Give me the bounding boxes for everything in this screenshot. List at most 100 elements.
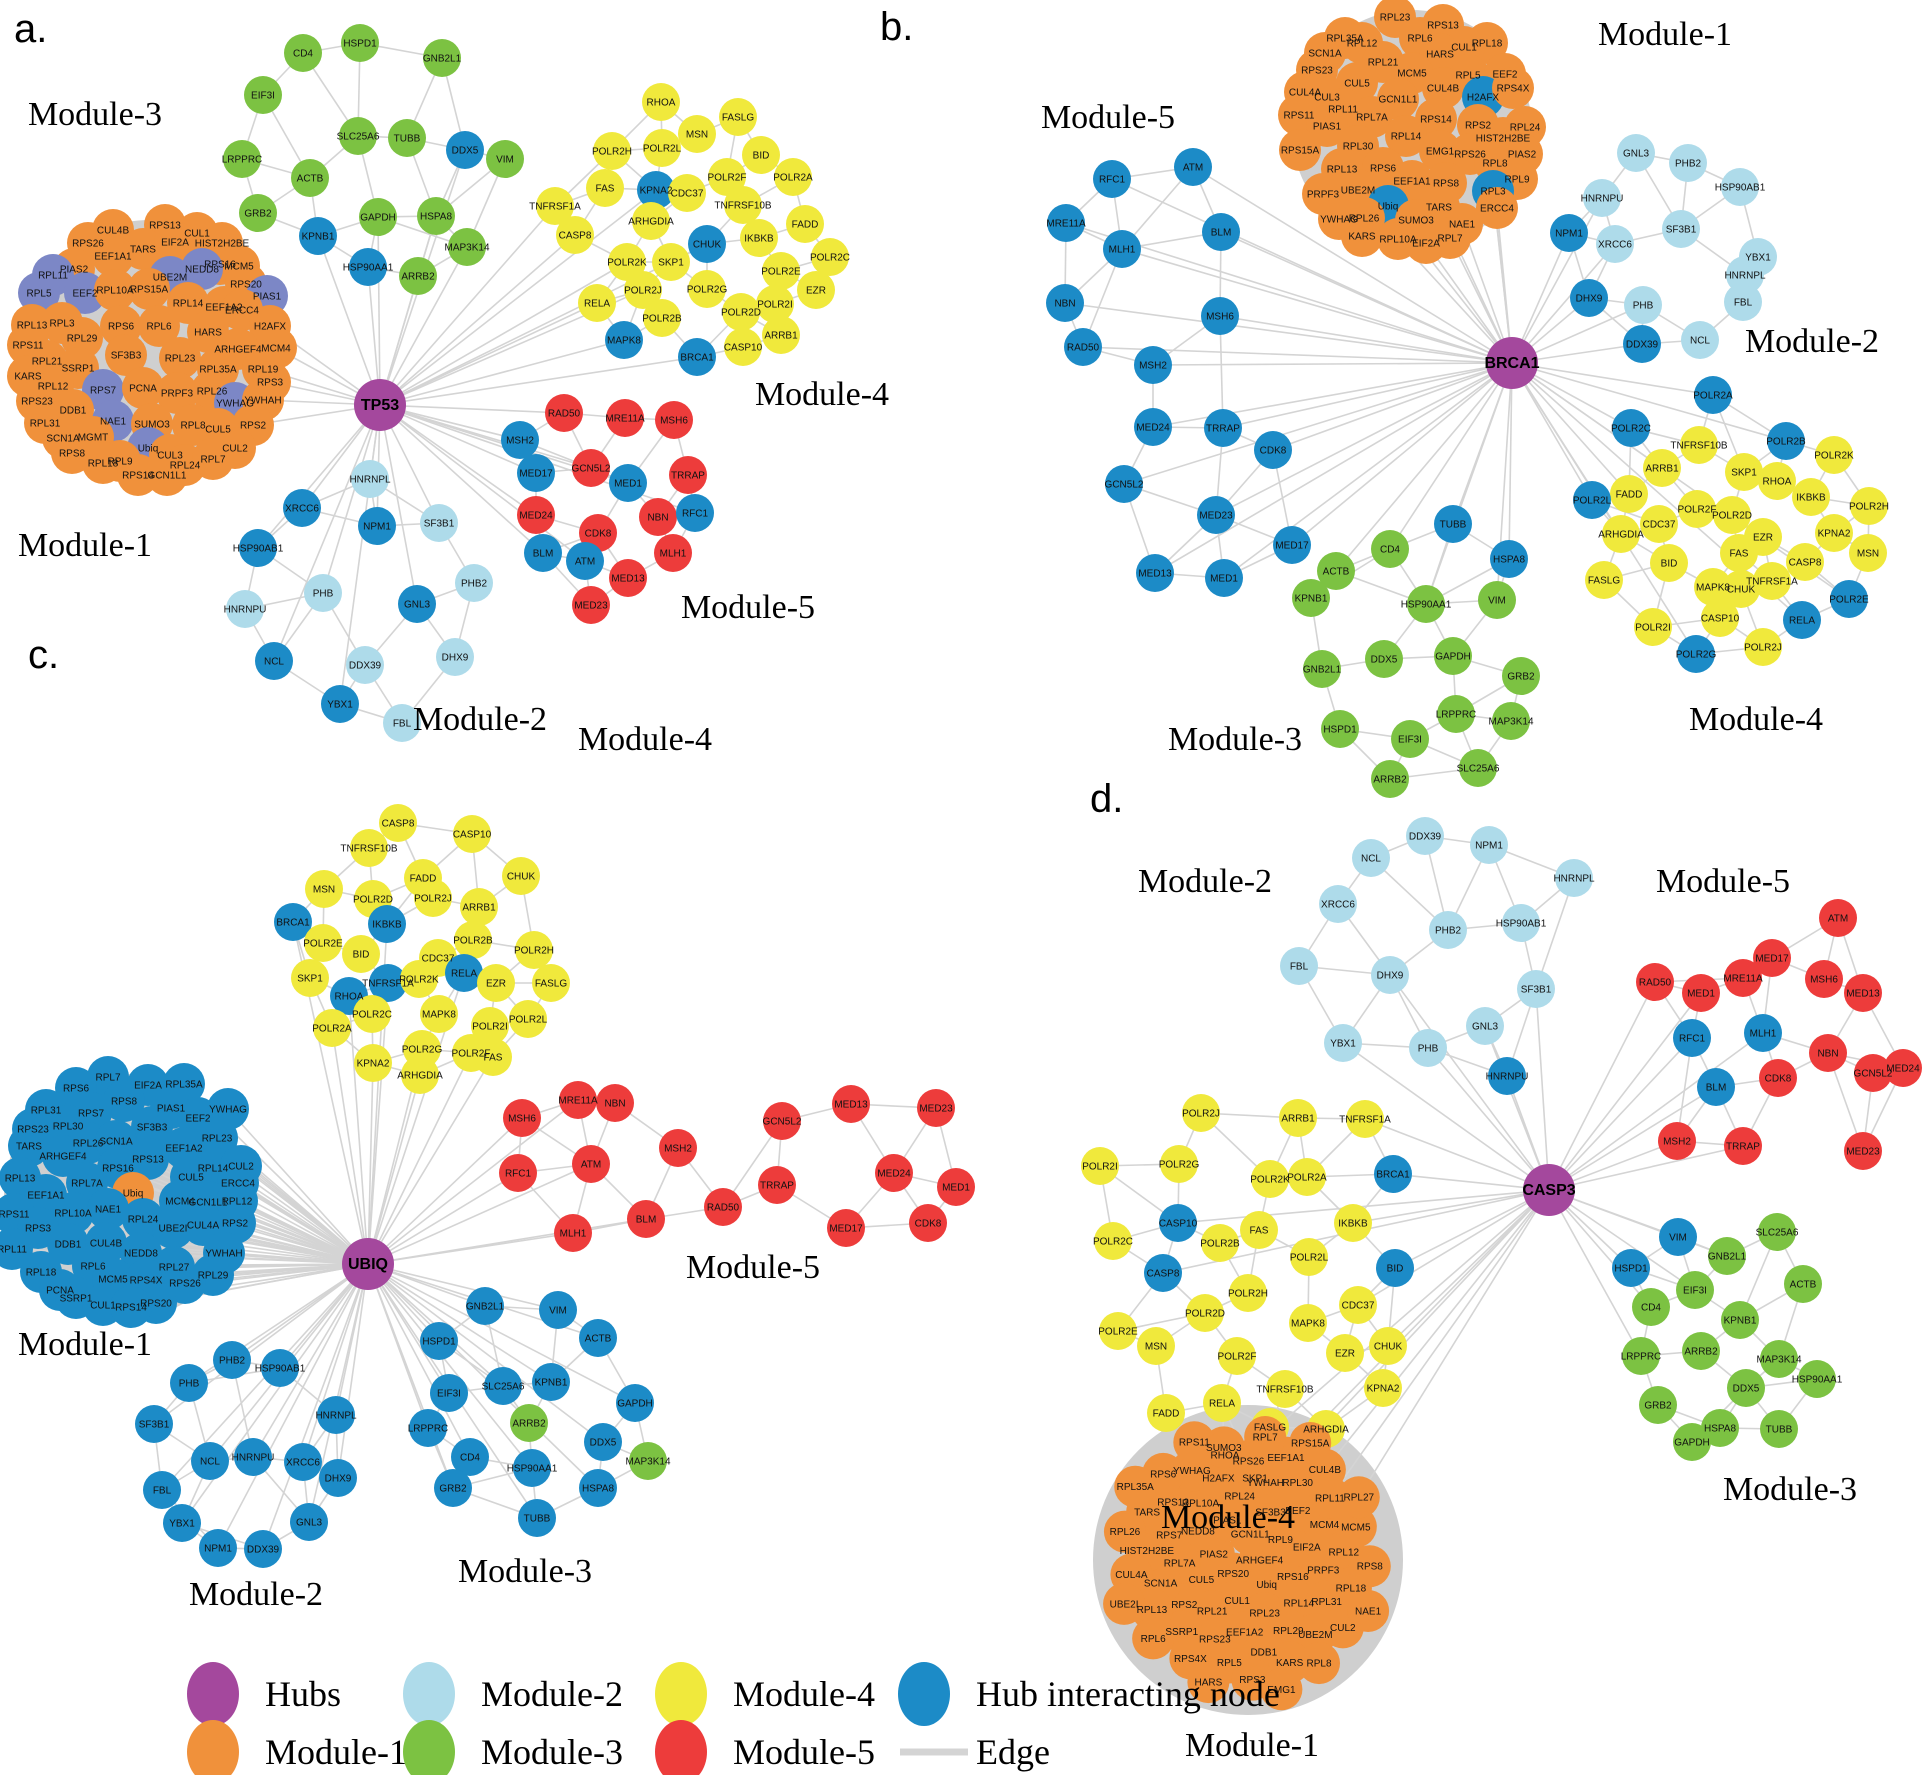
node-MED24 xyxy=(1884,1049,1922,1087)
node-label-RPL27: RPL27 xyxy=(1344,1493,1375,1504)
node-IKBKB xyxy=(740,219,778,257)
node-MED1 xyxy=(1682,974,1720,1012)
node-label-RPL6: RPL6 xyxy=(1141,1634,1166,1645)
node-label-MED17: MED17 xyxy=(1755,954,1789,965)
node-GNB2L1 xyxy=(1708,1237,1746,1275)
node-label-POLR2I: POLR2I xyxy=(1082,1162,1118,1173)
node-label-XRCC6: XRCC6 xyxy=(285,504,319,515)
module-label: Module-5 xyxy=(681,589,815,626)
node-label-SUMO3: SUMO3 xyxy=(1206,1443,1242,1454)
node-label-NPM1: NPM1 xyxy=(204,1544,232,1555)
node-label-RPL18: RPL18 xyxy=(26,1268,57,1279)
node-label-CD4: CD4 xyxy=(460,1453,480,1464)
node-label-RPL14: RPL14 xyxy=(198,1164,229,1175)
node-NPM1 xyxy=(1550,214,1588,252)
node-label-RPS2: RPS2 xyxy=(240,421,267,432)
node-label-CUL1: CUL1 xyxy=(1451,43,1477,54)
edge xyxy=(1427,1047,1550,1191)
node-label-HSP90AA1: HSP90AA1 xyxy=(1401,600,1452,611)
node-label-BLM: BLM xyxy=(1706,1083,1727,1094)
node-label-CUL2: CUL2 xyxy=(222,444,248,455)
node-GNL3 xyxy=(398,585,436,623)
node-label-HSPD1: HSPD1 xyxy=(1323,725,1357,736)
node-RPL7 xyxy=(1429,217,1471,259)
node-label-HIST2H2BE: HIST2H2BE xyxy=(195,239,250,250)
node-label-CHUK: CHUK xyxy=(1727,585,1756,596)
node-label-RPL35A: RPL35A xyxy=(1326,34,1364,45)
node-label-POLR2A: POLR2A xyxy=(1287,1173,1327,1184)
module-label: Module-1 xyxy=(18,1326,152,1363)
edge xyxy=(1154,362,1513,574)
node-CASP8 xyxy=(1786,543,1824,581)
node-label-MLH1: MLH1 xyxy=(1109,245,1136,256)
node-label-RHOA: RHOA xyxy=(647,98,676,109)
node-label-TRRAP: TRRAP xyxy=(671,471,705,482)
node-label-DDX39: DDX39 xyxy=(1626,340,1659,351)
node-label-MSN: MSN xyxy=(313,885,335,896)
edge xyxy=(1508,362,1513,560)
node-label-GAPDH: GAPDH xyxy=(1674,1438,1710,1449)
node-HSP90AA1 xyxy=(513,1449,551,1487)
node-label-SF3B3: SF3B3 xyxy=(111,351,142,362)
node-label-RPL5: RPL5 xyxy=(26,289,51,300)
node-ACTB xyxy=(1317,552,1355,590)
node-label-FADD: FADD xyxy=(410,874,437,885)
node-label-SF3B1: SF3B1 xyxy=(1666,225,1697,236)
node-label-FAS: FAS xyxy=(596,184,615,195)
node-label-YWHAG: YWHAG xyxy=(1173,1466,1211,1477)
node-label-CASP8: CASP8 xyxy=(1147,1269,1180,1280)
node-label-RPL26: RPL26 xyxy=(197,387,228,398)
node-GRB2 xyxy=(1639,1386,1677,1424)
node-label-POLR2G: POLR2G xyxy=(402,1045,443,1056)
module-label: Module-5 xyxy=(1656,863,1790,900)
edge xyxy=(1548,1032,1764,1191)
node-HNRNPL xyxy=(317,1396,355,1434)
node-HNRNPU xyxy=(1583,179,1621,217)
node-label-RPL29: RPL29 xyxy=(67,334,98,345)
edge xyxy=(331,1027,369,1265)
node-NCL xyxy=(1681,321,1719,359)
node-label-FBL: FBL xyxy=(153,1486,172,1497)
module-label: Module-2 xyxy=(413,701,547,738)
legend: Hubs Module-2 Module-4 Hub interacting node… xyxy=(187,1662,1280,1775)
node-label-HARS: HARS xyxy=(1194,1678,1222,1689)
node-label-CASP10: CASP10 xyxy=(724,343,763,354)
edge xyxy=(308,1263,369,1523)
node-label-SLC25A6: SLC25A6 xyxy=(482,1382,525,1393)
legend-swatch-hub-interacting-node xyxy=(898,1662,950,1726)
node-CASP10 xyxy=(1159,1204,1197,1242)
node-label-KPNB1: KPNB1 xyxy=(1295,594,1328,605)
node-SKP1 xyxy=(1725,453,1763,491)
node-label-HSPA8: HSPA8 xyxy=(1493,555,1525,566)
node-label-POLR2D: POLR2D xyxy=(353,895,393,906)
node-label-SKP1: SKP1 xyxy=(297,974,323,985)
node-label-IKBKB: IKBKB xyxy=(1796,493,1826,504)
node-label-RPS6: RPS6 xyxy=(108,322,135,333)
node-label-MED13: MED13 xyxy=(1846,989,1880,1000)
node-label-POLR2E: POLR2E xyxy=(1829,595,1869,606)
node-FASLG xyxy=(532,964,570,1002)
node-RPL14 xyxy=(1385,115,1427,157)
node-label-RAD50: RAD50 xyxy=(1067,343,1100,354)
edge xyxy=(273,404,381,662)
node-label-RPL13: RPL13 xyxy=(5,1174,36,1185)
node-label-MCM5: MCM5 xyxy=(1341,1522,1371,1533)
node-label-MSN: MSN xyxy=(1145,1342,1167,1353)
node-label-HARS: HARS xyxy=(1426,50,1454,61)
legend-label: Module-5 xyxy=(733,1732,875,1772)
node-label-VIM: VIM xyxy=(1488,596,1506,607)
node-label-RPL10A: RPL10A xyxy=(1379,235,1417,246)
node-LRPPRC xyxy=(1437,695,1475,733)
node-TRRAP xyxy=(1724,1127,1762,1165)
node-label-HSPA8: HSPA8 xyxy=(420,212,452,223)
node-label-MSH6: MSH6 xyxy=(1206,312,1234,323)
node-YBX1 xyxy=(321,685,359,723)
node-label-SSRP1: SSRP1 xyxy=(62,364,95,375)
edge xyxy=(1219,315,1513,364)
node-FADD xyxy=(1610,475,1648,513)
node-label-SSRP1: SSRP1 xyxy=(60,1294,93,1305)
node-label-TARS: TARS xyxy=(16,1142,42,1153)
edge xyxy=(1548,1086,1717,1191)
node-POLR2J xyxy=(1744,628,1782,666)
